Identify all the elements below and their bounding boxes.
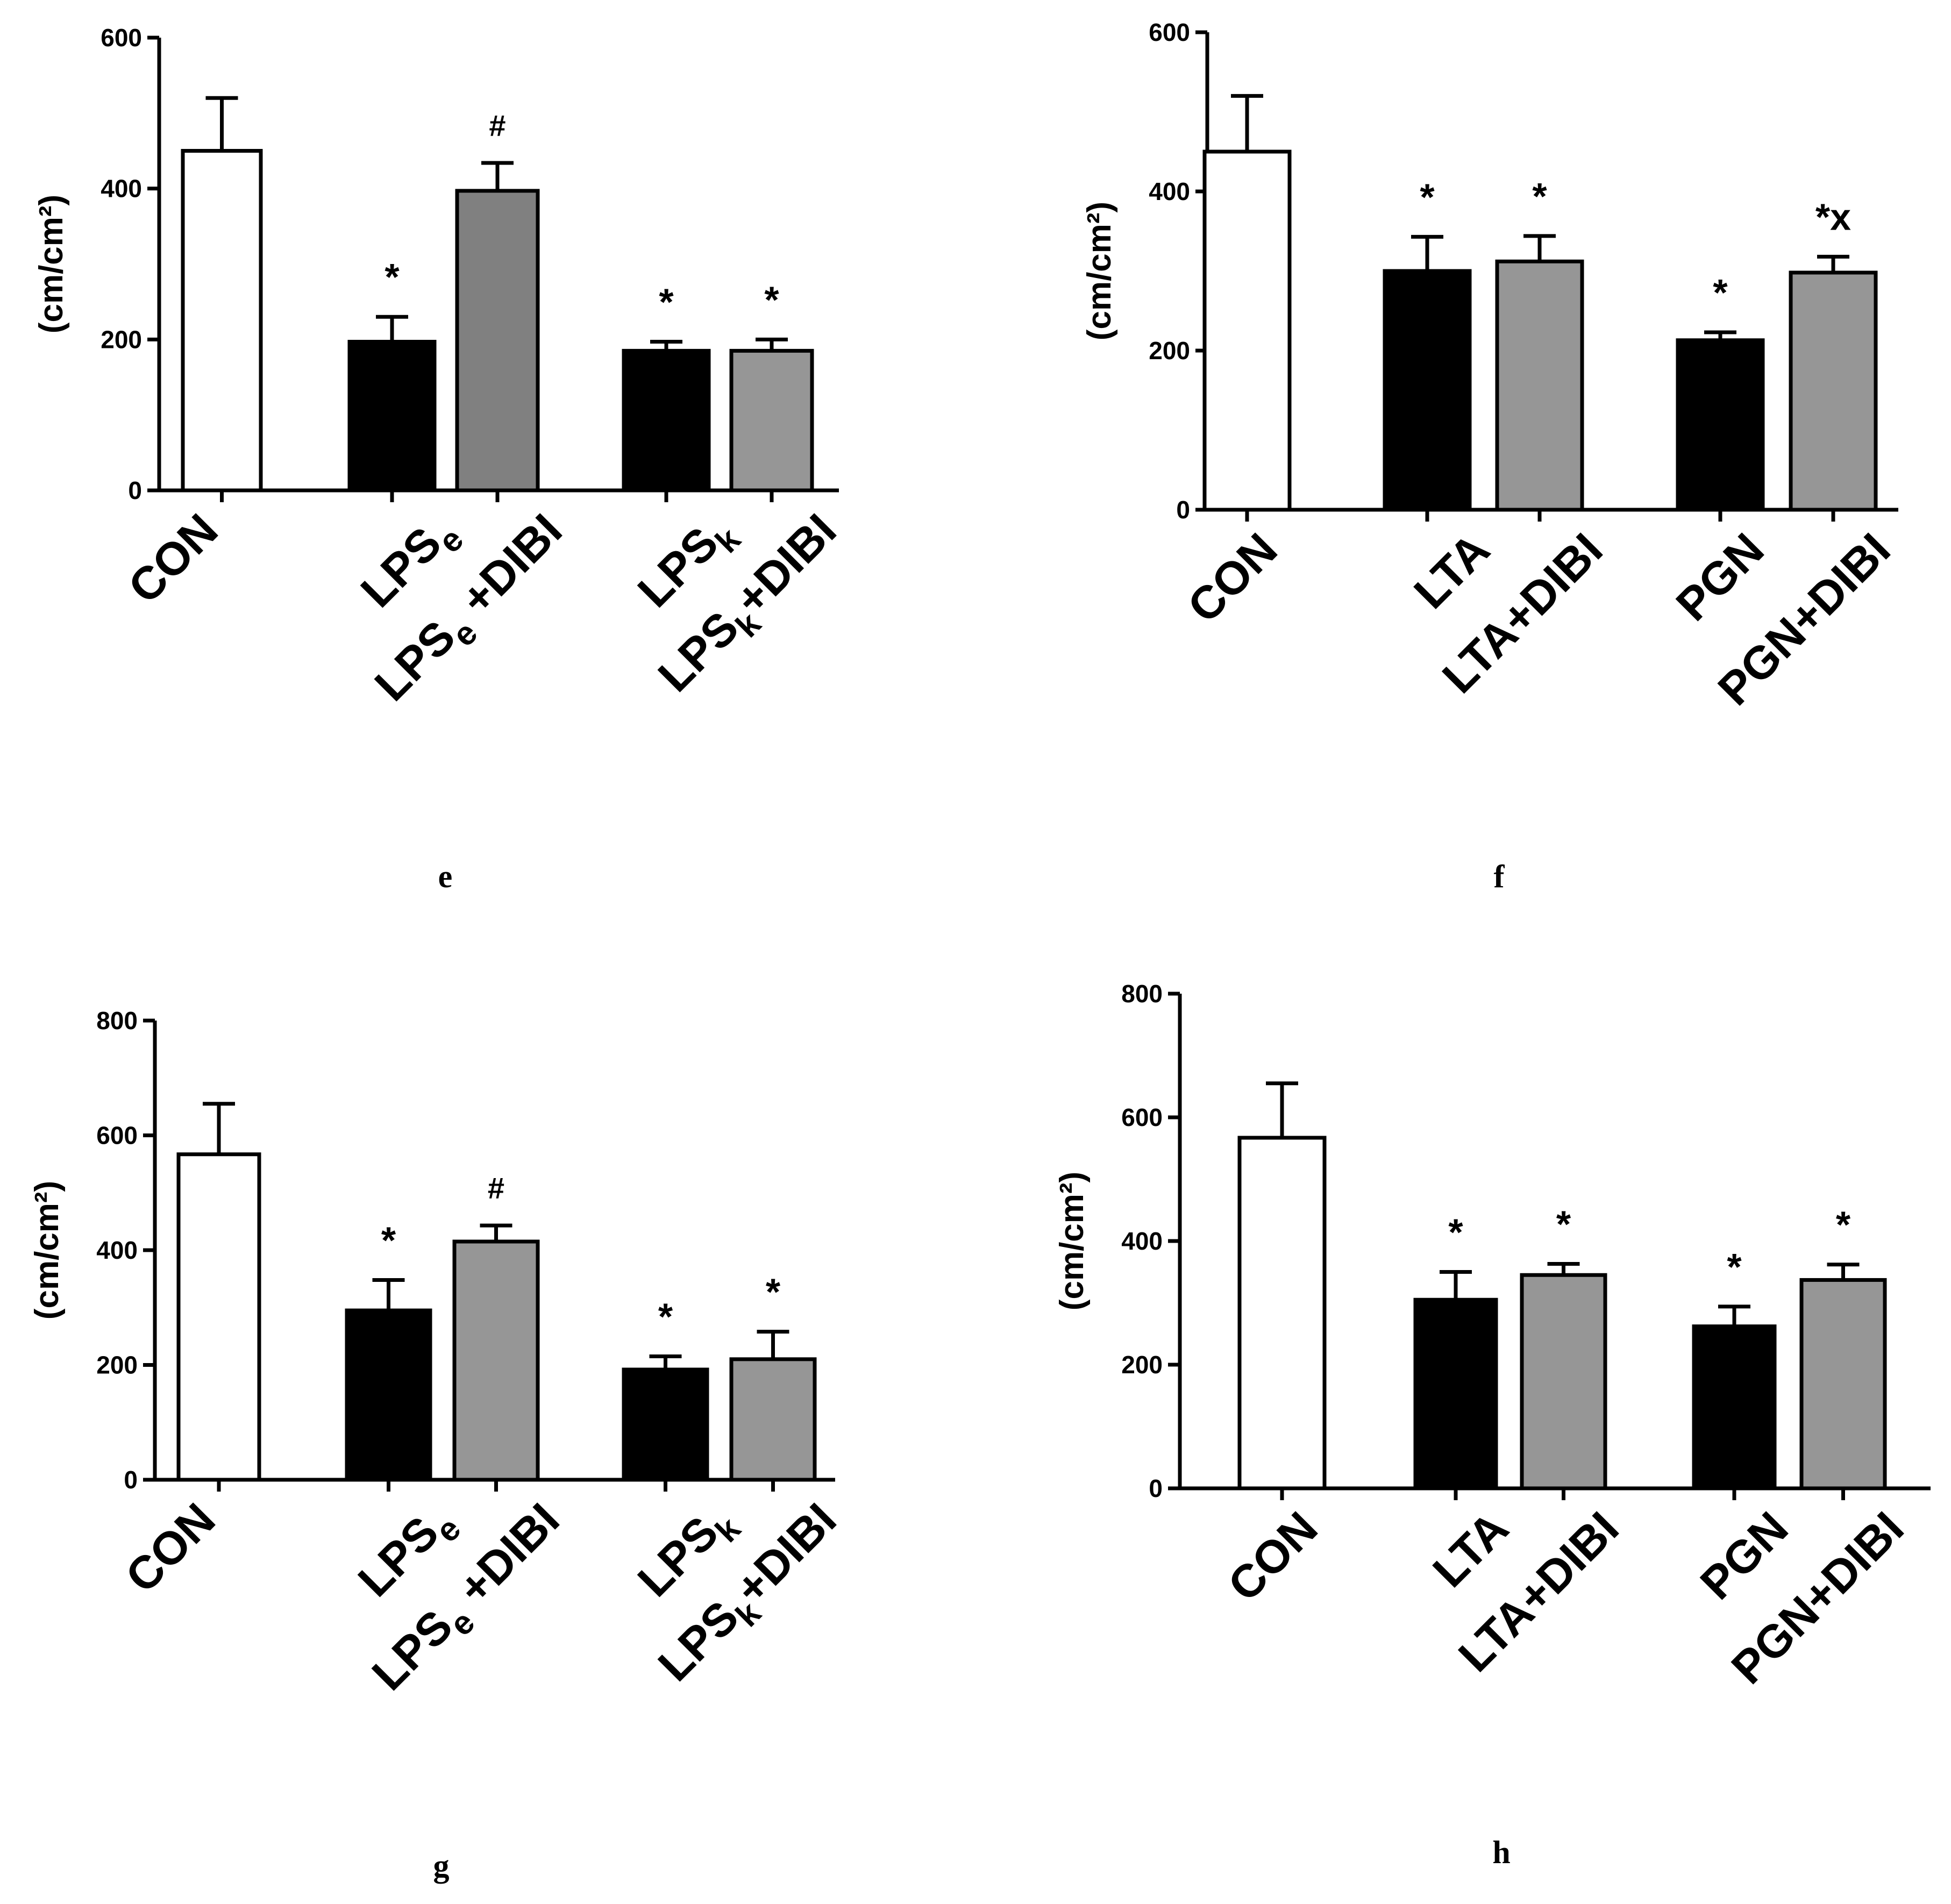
y-tick-label: 0 (1176, 496, 1190, 524)
bar-1 (181, 149, 263, 493)
bar-4 (1676, 338, 1765, 512)
significance-marker: * (659, 281, 674, 323)
y-tick-label: 600 (1121, 1103, 1163, 1131)
y-tick-label: 400 (1149, 177, 1190, 205)
significance-marker: * (384, 256, 400, 298)
bar-3 (1520, 1273, 1607, 1491)
y-tick-label: 400 (96, 1236, 138, 1264)
y-axis-label: (cm/cm²) (1081, 202, 1118, 340)
panel-letter: g (433, 1848, 450, 1884)
y-tick-label: 600 (1149, 18, 1190, 46)
significance-marker: * (1727, 1246, 1742, 1288)
y-tick-label: 0 (124, 1466, 138, 1494)
panel-letter: e (438, 859, 453, 894)
bar-1 (1202, 149, 1292, 512)
significance-marker: * (1420, 176, 1435, 218)
y-tick-label: 200 (1121, 1351, 1163, 1379)
y-tick-label: 200 (96, 1351, 138, 1379)
bar-3 (1495, 259, 1584, 512)
significance-marker: * (1532, 175, 1547, 217)
y-tick-label: 200 (1149, 337, 1190, 365)
bar-2 (1383, 269, 1472, 512)
y-axis-label: (cm/cm²) (29, 1181, 66, 1320)
bar-4 (622, 348, 711, 493)
bar-2 (347, 340, 437, 493)
bar-3 (455, 189, 540, 493)
y-tick-label: 0 (1149, 1474, 1163, 1502)
bar-3 (452, 1239, 540, 1482)
significance-marker: * (1448, 1211, 1463, 1253)
y-tick-label: 600 (96, 1122, 138, 1150)
significance-marker: * (381, 1220, 396, 1261)
y-axis-label: (cm/cm²) (1053, 1172, 1091, 1310)
y-tick-label: 400 (101, 175, 142, 203)
significance-marker: *x (1815, 196, 1851, 238)
bar-1 (176, 1152, 261, 1482)
y-tick-label: 600 (101, 24, 142, 52)
significance-marker: * (1713, 272, 1728, 313)
bar-4 (1692, 1324, 1777, 1491)
bar-5 (729, 1357, 817, 1482)
significance-marker: # (488, 1171, 504, 1205)
significance-marker: # (489, 109, 505, 142)
bar-5 (729, 348, 814, 493)
y-tick-label: 800 (96, 1007, 138, 1035)
panel-letter: h (1492, 1835, 1510, 1870)
y-tick-label: 800 (1121, 980, 1163, 1008)
significance-marker: * (1556, 1203, 1571, 1245)
panel-letter: f (1494, 859, 1505, 894)
y-axis-label: (cm/cm²) (33, 195, 70, 333)
bar-5 (1799, 1278, 1887, 1491)
bar-2 (345, 1308, 432, 1482)
significance-marker: * (764, 279, 779, 320)
bar-1 (1237, 1136, 1327, 1491)
significance-marker: * (766, 1271, 781, 1313)
y-tick-label: 400 (1121, 1227, 1163, 1255)
significance-marker: * (658, 1295, 673, 1337)
bar-2 (1413, 1297, 1498, 1491)
bar-5 (1789, 270, 1878, 512)
y-tick-label: 200 (101, 325, 142, 353)
y-tick-label: 0 (128, 476, 142, 504)
bar-4 (622, 1367, 709, 1482)
significance-marker: * (1836, 1204, 1851, 1246)
